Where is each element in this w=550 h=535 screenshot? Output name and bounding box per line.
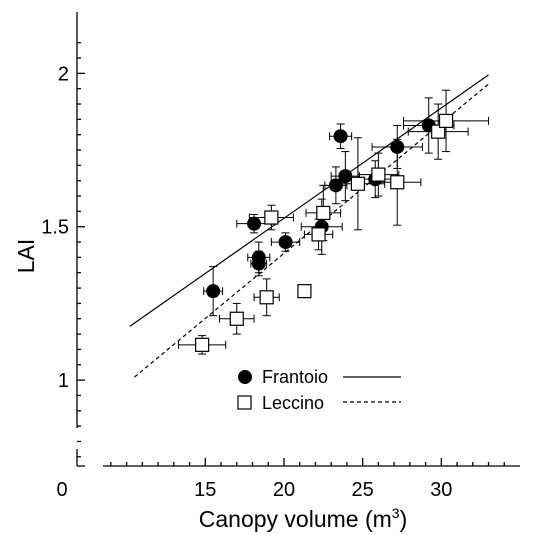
legend-marker-frantoio xyxy=(238,370,252,384)
x-tick-label: 25 xyxy=(352,479,374,501)
data-point-frantoio xyxy=(251,256,266,271)
data-point-leccino xyxy=(390,175,405,190)
y-ticks xyxy=(77,42,85,458)
legend-label-frantoio: Frantoio xyxy=(262,367,328,387)
data-point-leccino xyxy=(259,290,274,305)
legend: Frantoio Leccino xyxy=(237,367,401,413)
x-ticks xyxy=(110,458,505,466)
data-point-leccino xyxy=(371,167,386,182)
data-point-frantoio xyxy=(278,235,293,250)
legend-marker-leccino xyxy=(237,395,252,410)
data-markers xyxy=(195,113,454,352)
data-point-frantoio xyxy=(390,139,405,154)
data-point-leccino xyxy=(195,337,210,352)
x-origin-label: 0 xyxy=(56,479,67,501)
tick-labels: 1 1.5 2 15 20 25 30 xyxy=(41,63,452,501)
axes xyxy=(76,12,520,467)
data-point-frantoio xyxy=(206,284,221,299)
x-axis-title-main: Canopy volume (m xyxy=(199,506,392,532)
data-point-leccino xyxy=(438,113,454,128)
legend-label-leccino: Leccino xyxy=(262,393,324,413)
y-axis-title: LAI xyxy=(13,239,39,274)
data-point-leccino xyxy=(431,124,446,139)
y-tick-label: 2 xyxy=(58,63,69,85)
x-axis-title-superscript: 3 xyxy=(392,505,400,521)
data-point-leccino xyxy=(311,227,326,242)
y-tick-label: 1.5 xyxy=(41,217,69,239)
data-point-frantoio xyxy=(338,169,353,184)
data-point-frantoio xyxy=(328,178,343,193)
data-point-leccino xyxy=(350,176,366,191)
data-point-leccino xyxy=(229,311,244,326)
y-tick-label: 1 xyxy=(58,370,69,392)
data-point-leccino xyxy=(297,284,312,299)
data-point-leccino xyxy=(316,205,331,221)
data-point-frantoio xyxy=(247,216,262,231)
data-point-frantoio xyxy=(333,129,348,144)
x-axis-title-close: ) xyxy=(400,506,408,532)
data-point-leccino xyxy=(264,210,279,225)
x-tick-label: 15 xyxy=(194,479,216,501)
x-tick-label: 30 xyxy=(430,479,452,501)
fit-lines xyxy=(129,74,489,378)
x-axis-title: Canopy volume (m3) xyxy=(199,505,408,532)
x-tick-label: 20 xyxy=(273,479,295,501)
